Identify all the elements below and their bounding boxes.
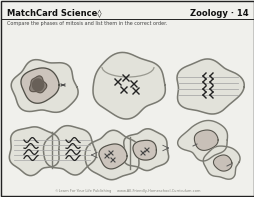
Polygon shape	[85, 130, 138, 180]
Polygon shape	[177, 121, 227, 161]
Text: Zoology · 14: Zoology · 14	[190, 8, 248, 18]
Polygon shape	[194, 130, 217, 150]
Polygon shape	[9, 127, 59, 176]
Polygon shape	[99, 144, 126, 169]
Text: ©Learn For Your Life Publishing     www.All-Friendly-Homeschool-Curriculum.com: ©Learn For Your Life Publishing www.All-…	[55, 189, 200, 193]
Polygon shape	[29, 76, 46, 93]
Polygon shape	[202, 146, 239, 179]
Polygon shape	[93, 52, 165, 119]
Polygon shape	[32, 79, 43, 91]
Polygon shape	[132, 140, 156, 160]
Polygon shape	[11, 60, 78, 112]
Polygon shape	[21, 68, 59, 103]
Polygon shape	[176, 59, 243, 114]
Ellipse shape	[41, 132, 63, 168]
Text: Compare the phases of mitosis and list them in the correct order.: Compare the phases of mitosis and list t…	[7, 20, 167, 25]
Polygon shape	[213, 155, 231, 171]
Polygon shape	[123, 129, 168, 171]
Ellipse shape	[121, 137, 138, 169]
Text: MatchCard Science◊: MatchCard Science◊	[7, 8, 101, 18]
Polygon shape	[43, 126, 96, 175]
